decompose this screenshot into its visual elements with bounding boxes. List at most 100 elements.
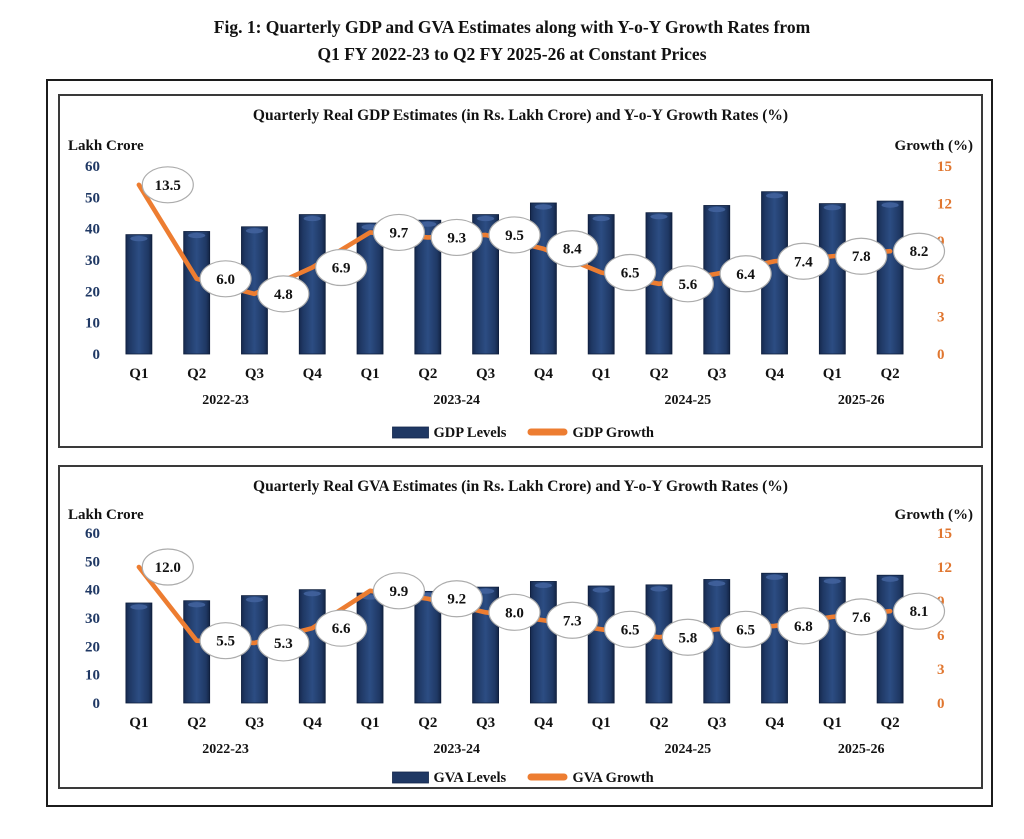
bar-top-highlight [477,215,495,222]
data-label-bubble [892,232,946,270]
left-axis-title: Lakh Crore [68,138,144,154]
quarter-label: Q4 [303,715,323,731]
data-label-value: 6.9 [332,261,351,277]
bar-top-highlight [592,587,610,593]
year-label: 2022-23 [202,742,249,757]
data-label-value: 13.5 [155,178,181,194]
data-label-bubble [488,593,541,631]
left-axis-tick: 50 [85,190,100,206]
bar-top-highlight [303,591,321,597]
quarter-label: Q3 [707,366,726,382]
legend-bar-swatch [392,426,429,439]
data-label-value: 9.2 [447,592,466,608]
year-label: 2025-26 [838,742,885,757]
quarter-label: Q3 [707,715,726,731]
quarter-label: Q2 [187,715,206,731]
bar-top-highlight [823,578,841,584]
data-label-bubble [141,548,194,586]
bar [529,581,557,704]
data-label-value: 9.3 [447,230,466,246]
quarter-label: Q3 [245,366,264,382]
right-axis-tick: 0 [937,347,945,363]
year-label: 2024-25 [665,742,712,757]
data-label-bubble [603,610,657,648]
data-label-value: 7.8 [852,249,871,265]
data-label-bubble [372,213,426,252]
data-label-bubble [315,248,368,287]
quarter-label: Q1 [129,715,148,731]
left-axis-tick: 50 [85,554,100,570]
year-label: 2025-26 [838,393,885,408]
bar-top-highlight [765,574,784,580]
bar [876,574,904,704]
bar-top-highlight [130,236,148,242]
left-axis-tick: 10 [85,668,100,684]
data-label-bubble [430,580,483,618]
bar-top-highlight [881,576,899,582]
bar-top-highlight [188,232,206,239]
quarter-label: Q2 [187,366,206,382]
quarter-label: Q1 [360,366,379,382]
data-label-bubble [603,253,657,292]
left-axis-tick: 30 [85,253,100,269]
data-label-bubble [488,216,541,254]
left-axis-tick: 0 [93,347,101,363]
right-axis-tick: 3 [937,309,945,325]
bar-top-highlight [708,206,726,213]
right-axis-title: Growth (%) [895,507,973,523]
figure-title-line1: Fig. 1: Quarterly GDP and GVA Estimates … [213,17,811,37]
bar-top-highlight [650,586,668,592]
data-label-bubble [892,592,946,630]
data-label-value: 6.5 [621,622,640,638]
gva-chart-panel: Quarterly Real GVA Estimates (in Rs. Lak… [58,465,983,789]
quarter-label: Q3 [476,715,495,731]
left-axis-tick: 40 [85,583,100,599]
quarter-label: Q4 [303,366,323,382]
data-label-bubble [257,624,310,662]
bar [356,222,384,355]
data-label-value: 9.5 [505,228,524,244]
data-label-value: 8.4 [563,242,582,258]
legend-line-label: GDP Growth [573,425,655,441]
quarter-label: Q1 [592,366,611,382]
quarter-label: Q1 [360,715,379,731]
bar [876,200,904,355]
data-label-value: 7.3 [563,613,582,629]
year-label: 2023-24 [433,393,480,408]
gdp-chart-panel: Quarterly Real GDP Estimates (in Rs. Lak… [58,94,983,448]
bar-top-highlight [534,204,552,210]
legend-bar-label: GDP Levels [434,425,507,441]
right-axis-tick: 0 [937,696,945,712]
legend-bar-swatch [392,771,429,784]
data-label-value: 6.0 [216,272,235,288]
bar-top-highlight [534,582,552,589]
bar [818,576,846,704]
left-axis-tick: 40 [85,222,100,238]
quarter-label: Q2 [881,366,900,382]
quarter-label: Q1 [823,715,842,731]
data-label-bubble [719,610,772,648]
left-axis-tick: 60 [85,159,100,175]
data-label-bubble [372,572,426,610]
right-axis-tick: 6 [937,628,945,644]
left-axis-tick: 10 [85,316,100,332]
bar [587,585,615,704]
bar-top-highlight [303,215,321,222]
data-label-bubble [199,260,252,298]
data-label-value: 5.6 [678,277,697,293]
quarter-label: Q3 [476,366,495,382]
data-label-bubble [546,601,599,639]
data-label-value: 8.2 [910,244,929,260]
gdp-chart-title: Quarterly Real GDP Estimates (in Rs. Lak… [252,107,789,124]
data-label-value: 5.3 [274,636,293,652]
data-label-bubble [141,166,194,204]
bar [818,203,846,355]
data-label-value: 5.8 [678,630,697,646]
data-label-value: 12.0 [155,560,181,576]
bar-top-highlight [592,215,610,222]
year-label: 2024-25 [665,393,712,408]
data-label-value: 7.6 [852,610,871,626]
quarter-label: Q2 [418,366,437,382]
